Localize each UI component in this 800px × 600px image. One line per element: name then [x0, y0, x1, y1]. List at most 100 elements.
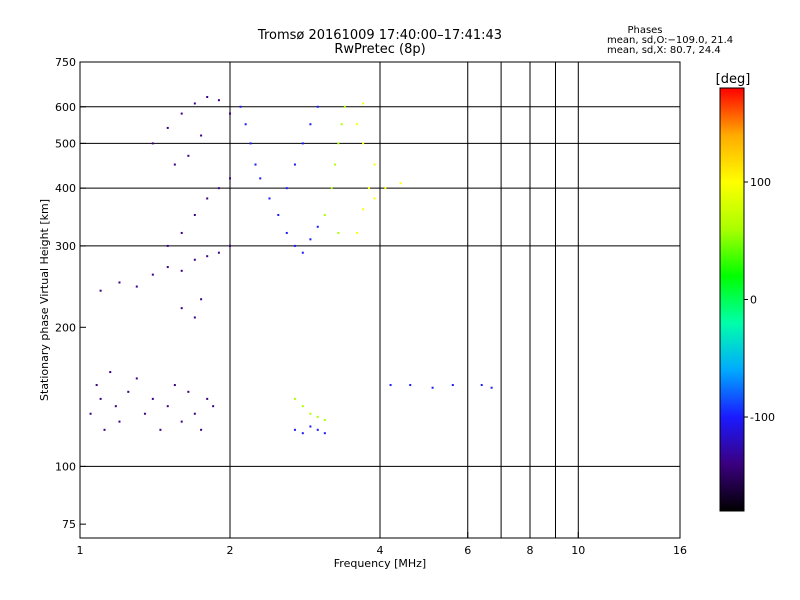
- data-point: [114, 405, 117, 408]
- data-point: [217, 99, 220, 102]
- data-point: [309, 412, 312, 415]
- data-point: [118, 420, 121, 423]
- data-point: [244, 123, 247, 126]
- data-point: [127, 390, 130, 393]
- data-point: [200, 428, 203, 431]
- data-point: [293, 244, 296, 247]
- data-point: [180, 269, 183, 272]
- data-point: [159, 428, 162, 431]
- data-point: [277, 213, 280, 216]
- colorbar-tick-label: -100: [750, 411, 775, 424]
- data-point: [373, 163, 376, 166]
- data-point: [95, 384, 98, 387]
- data-point: [206, 95, 209, 98]
- colorbar-unit: [deg]: [716, 72, 751, 87]
- data-point: [431, 386, 434, 389]
- data-point: [193, 412, 196, 415]
- data-point: [166, 244, 169, 247]
- data-point: [373, 197, 376, 200]
- data-point: [323, 432, 326, 435]
- data-point: [118, 281, 121, 284]
- y-tick-label: 600: [55, 101, 76, 114]
- data-point: [206, 255, 209, 258]
- data-point: [254, 163, 257, 166]
- data-point: [166, 405, 169, 408]
- data-point: [293, 428, 296, 431]
- colorbar-tick-label: 0: [750, 294, 757, 307]
- data-point: [206, 397, 209, 400]
- data-point: [187, 390, 190, 393]
- y-axis-label: Stationary phase Virtual Height [km]: [38, 199, 51, 401]
- data-point: [135, 377, 138, 380]
- x-axis-label: Frequency [MHz]: [334, 557, 426, 570]
- data-point: [193, 102, 196, 105]
- data-point: [490, 386, 493, 389]
- data-point: [285, 187, 288, 190]
- data-point: [309, 123, 312, 126]
- data-point: [89, 412, 92, 415]
- data-point: [200, 298, 203, 301]
- data-point: [323, 419, 326, 422]
- data-point: [334, 163, 337, 166]
- colorbar-ticks: 100 0 -100: [719, 87, 775, 512]
- data-point: [337, 231, 340, 234]
- x-tick-label: 1: [77, 544, 84, 557]
- data-point: [193, 316, 196, 319]
- x-tick-label: 10: [571, 544, 585, 557]
- data-point: [187, 154, 190, 157]
- data-point: [367, 187, 370, 190]
- data-point: [206, 197, 209, 200]
- x-tick-label: 4: [377, 544, 384, 557]
- data-point: [259, 177, 262, 180]
- colorbar-frame: [719, 87, 745, 512]
- data-point: [301, 405, 304, 408]
- y-tick-label: 100: [55, 460, 76, 473]
- data-point: [143, 412, 146, 415]
- data-point: [151, 397, 154, 400]
- y-tick-label: 300: [55, 240, 76, 253]
- data-point: [309, 425, 312, 428]
- phases-mean-x: mean, sd,X: 80.7, 24.4: [607, 45, 721, 56]
- data-point: [229, 244, 231, 247]
- data-point: [409, 384, 412, 387]
- data-point: [316, 428, 319, 431]
- data-point: [180, 112, 183, 115]
- data-point: [293, 397, 296, 400]
- data-point: [356, 123, 359, 126]
- colorbar: [deg] 100 0 -100: [716, 72, 775, 512]
- data-point: [103, 428, 106, 431]
- data-point: [217, 187, 220, 190]
- colorbar-tick-label: 100: [750, 176, 771, 189]
- data-point: [239, 105, 242, 108]
- data-point: [451, 384, 454, 387]
- data-point: [151, 142, 154, 145]
- data-point: [193, 213, 196, 216]
- data-point: [249, 142, 252, 145]
- data-point: [316, 225, 319, 228]
- data-point: [180, 420, 183, 423]
- data-point: [151, 273, 154, 276]
- data-point: [309, 238, 312, 241]
- chart-title: Tromsø 20161009 17:40:00–17:41:43: [257, 28, 502, 43]
- y-tick-label: 400: [55, 182, 76, 195]
- data-point: [135, 285, 138, 288]
- phases-heading: Phases: [627, 25, 662, 36]
- data-point: [180, 231, 183, 234]
- data-point: [301, 142, 304, 145]
- data-point: [200, 134, 203, 137]
- chart-subtitle: RwPretec (8p): [334, 42, 425, 57]
- data-point: [268, 197, 271, 200]
- data-point: [399, 182, 402, 185]
- data-point: [323, 213, 326, 216]
- x-axis-ticks: 1 2 4 6 8 10 16: [77, 532, 687, 557]
- x-tick-label: 2: [227, 544, 234, 557]
- data-point: [173, 163, 176, 166]
- y-tick-label: 500: [55, 137, 76, 150]
- data-point: [285, 231, 288, 234]
- data-point: [384, 187, 387, 190]
- data-point: [180, 307, 183, 310]
- data-point: [99, 397, 102, 400]
- data-point: [99, 289, 102, 292]
- data-point: [362, 142, 365, 145]
